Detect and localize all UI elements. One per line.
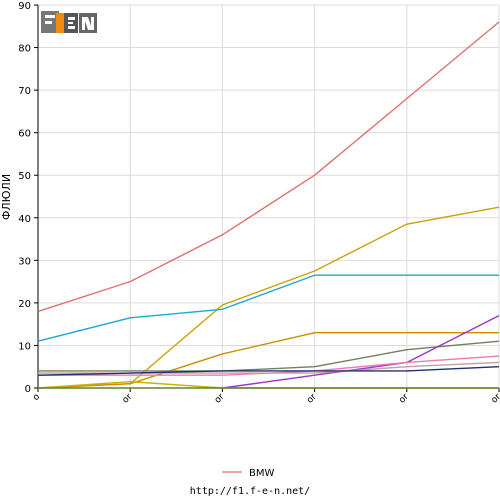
- legend-label-bmw: BMW: [249, 468, 274, 479]
- y-tick-label-2: 20: [18, 299, 31, 310]
- x-tick-label-5: or: [490, 392, 500, 406]
- grid: [37, 4, 500, 389]
- series-line-0: [37, 21, 500, 313]
- y-tick-label-6: 60: [18, 129, 31, 140]
- legend: BMW: [222, 468, 274, 479]
- series-line-3: [37, 331, 499, 389]
- series-line-2: [37, 274, 499, 342]
- series-line-8: [37, 366, 500, 376]
- y-tick-label-3: 30: [18, 256, 31, 267]
- y-axis-ticks: 0 10 20 30 40 50 60 70 80 90: [18, 1, 38, 395]
- x-axis-ticks: o or or or or or: [31, 388, 500, 406]
- y-tick-label-4: 40: [18, 214, 31, 225]
- series-line-4: [38, 340, 500, 372]
- y-tick-label-8: 80: [18, 44, 31, 55]
- y-tick-label-1: 10: [18, 341, 31, 352]
- x-tick-label-4: or: [397, 392, 411, 406]
- y-tick-label-9: 90: [18, 1, 31, 12]
- series-line-5: [222, 315, 500, 389]
- x-tick-label-0: o: [31, 392, 42, 403]
- y-tick-label-5: 50: [18, 171, 31, 182]
- footer-url: http://f1.f-e-n.net/: [189, 486, 311, 497]
- x-tick-label-1: or: [121, 392, 135, 406]
- x-tick-label-2: or: [213, 392, 227, 406]
- x-tick-label-3: or: [305, 392, 319, 406]
- y-tick-label-7: 70: [18, 86, 31, 97]
- logo-graphic: [40, 9, 98, 35]
- y-axis-title: ФЛЮЛИ: [0, 174, 13, 220]
- f1en-logo: [40, 9, 98, 35]
- series-lines: [37, 21, 500, 389]
- axes: [37, 5, 499, 389]
- y-tick-label-0: 0: [25, 384, 31, 395]
